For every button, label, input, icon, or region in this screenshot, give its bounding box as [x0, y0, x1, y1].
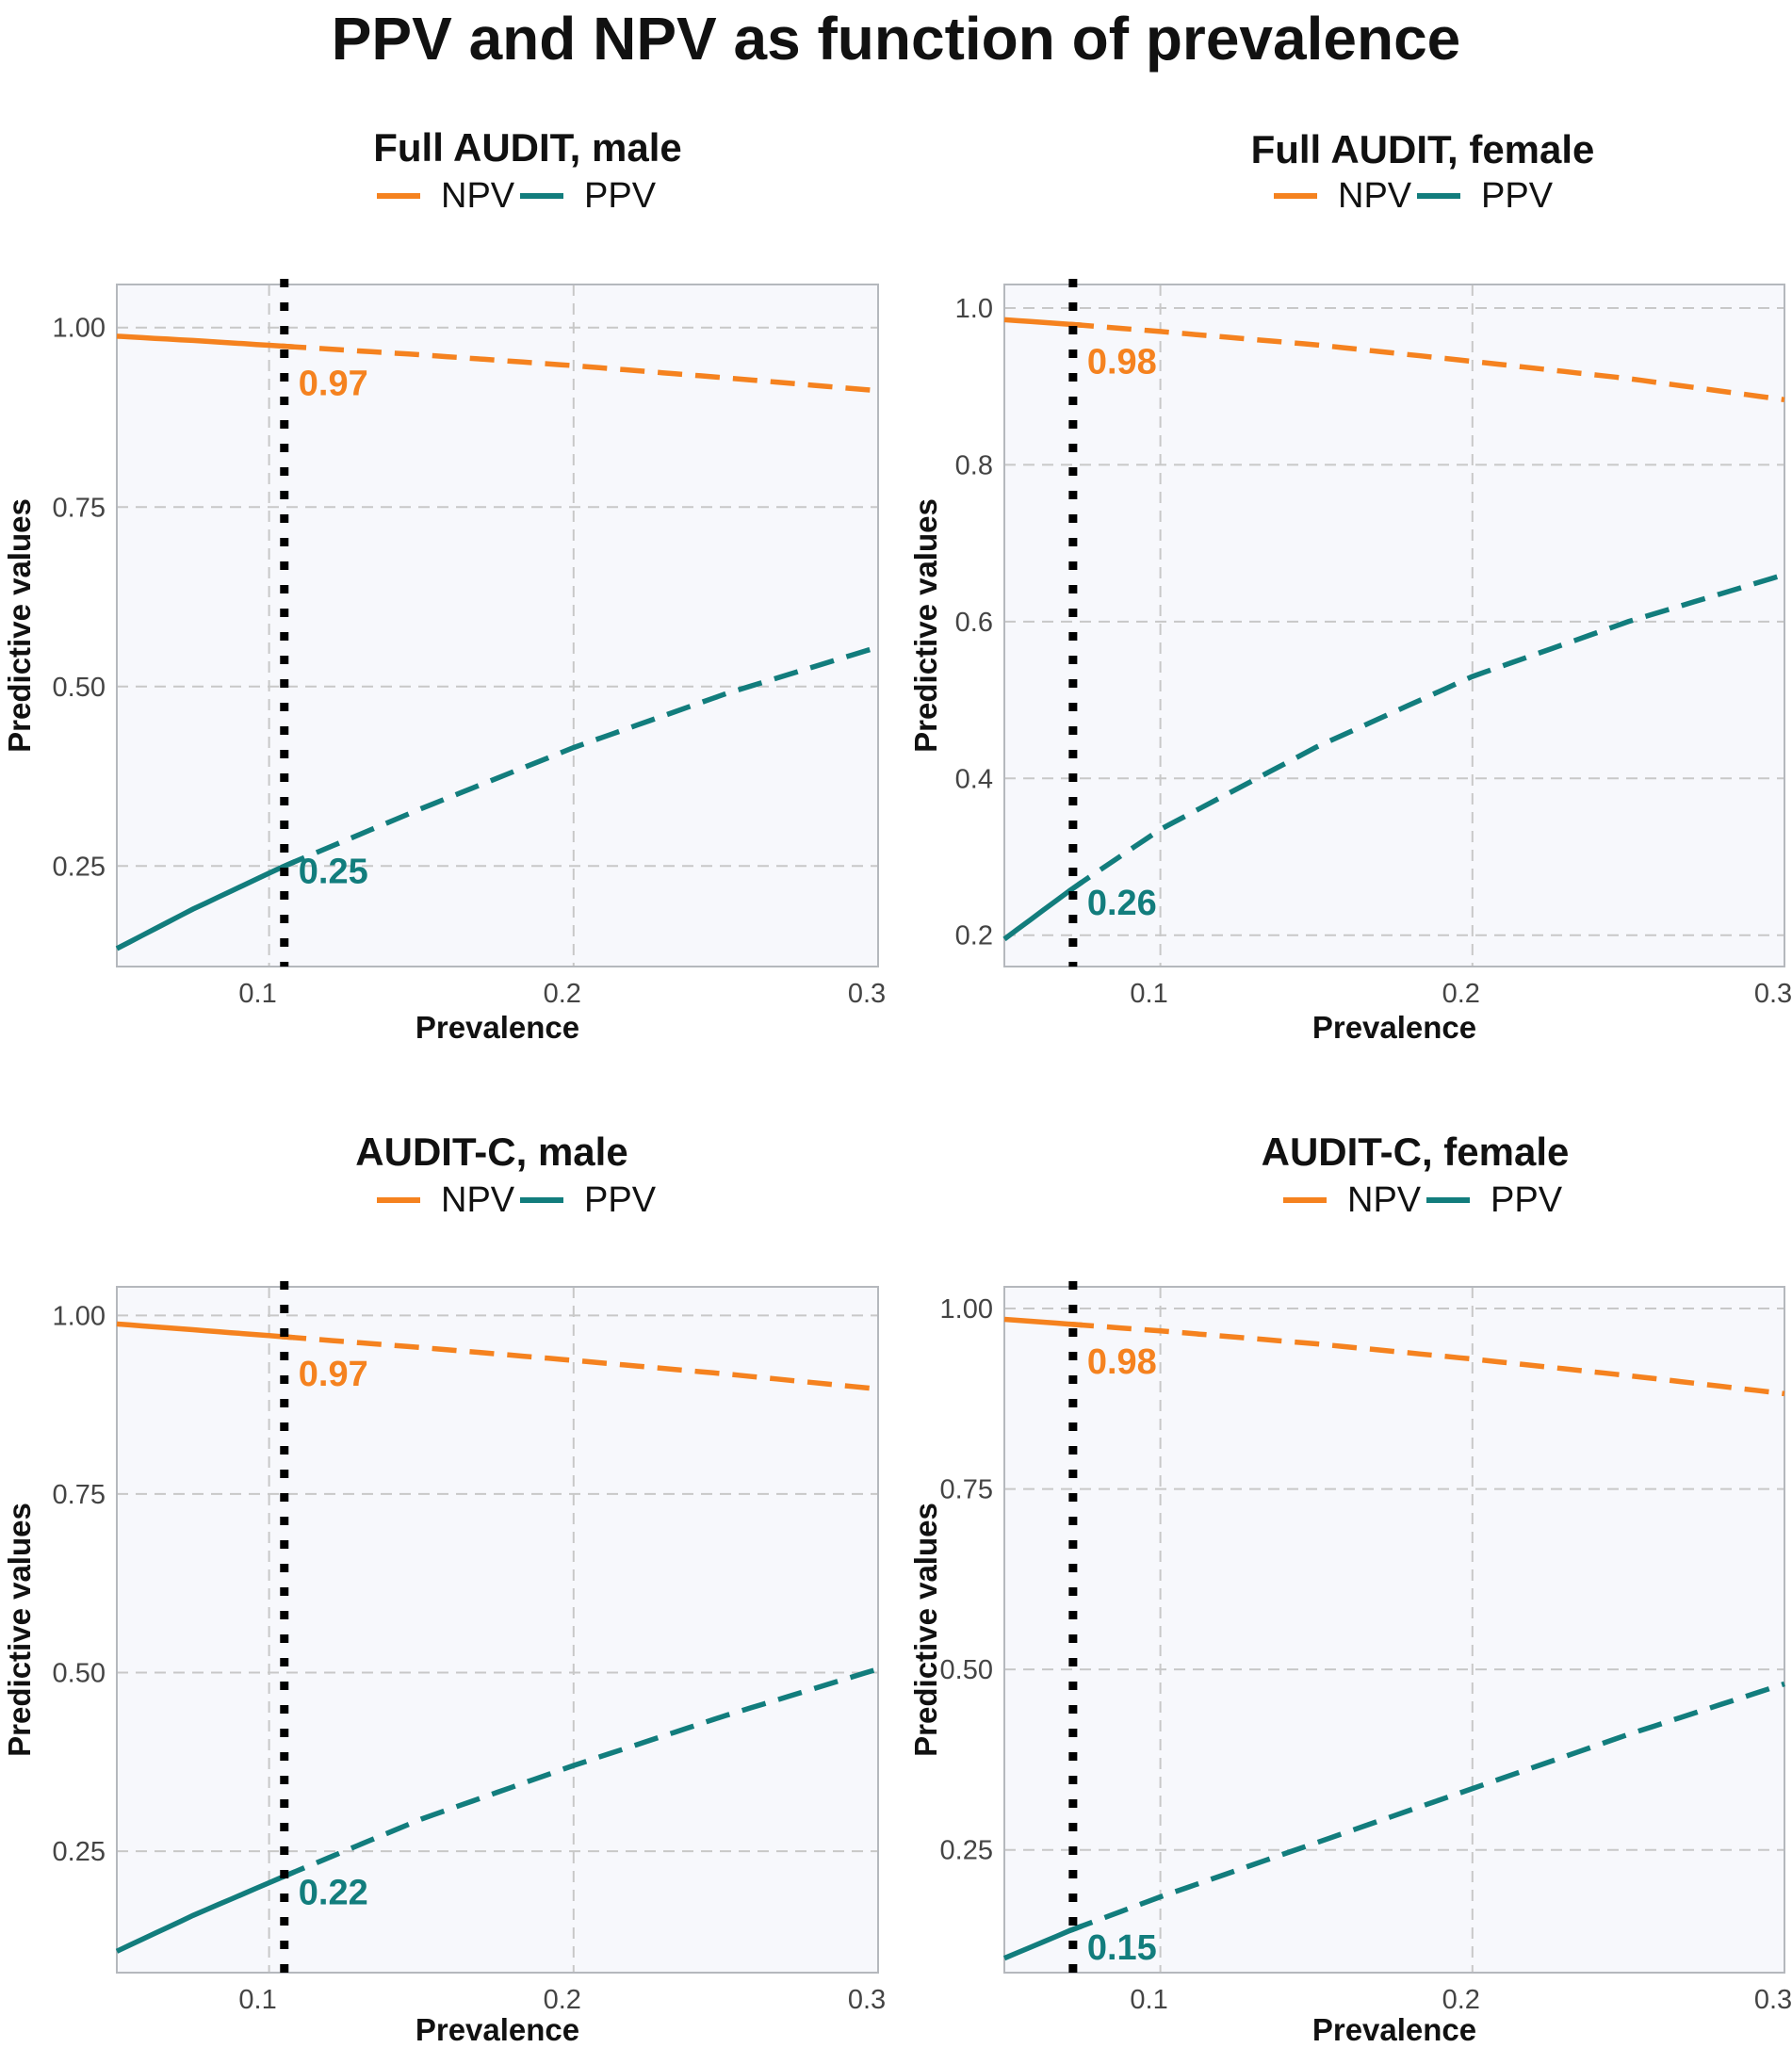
- panel-1: Full AUDIT, male NPV PPV 0.25 0.50 0.75 1.00 0.…: [2, 125, 886, 1045]
- x-tick-label: 0.2: [544, 979, 581, 1009]
- series-npv-dashed: [281, 1334, 879, 1392]
- x-axis-label: Prevalence: [415, 1010, 579, 1045]
- x-tick-label: 0.2: [1442, 1985, 1480, 2015]
- y-axis-label: Predictive values: [2, 498, 37, 753]
- series-ppv-dashed: [281, 644, 879, 870]
- annotation-ppv: 0.25: [299, 852, 368, 891]
- annotation-npv: 0.97: [299, 365, 368, 404]
- x-tick-label: 0.1: [1130, 979, 1167, 1009]
- panel-2: Full AUDIT, female NPV PPV 0.2 0.4 0.6 0.8 1.0 0…: [908, 127, 1792, 1045]
- plot-area: [117, 284, 878, 967]
- series-npv-dashed: [281, 343, 879, 394]
- y-tick-label: 0.4: [955, 764, 993, 794]
- y-tick-label: 0.75: [940, 1475, 993, 1505]
- y-axis-label: Predictive values: [908, 498, 943, 753]
- x-tick-label: 0.2: [1442, 979, 1480, 1009]
- series-npv-solid: [116, 1321, 295, 1341]
- panel-title: AUDIT-C, female: [1262, 1130, 1570, 1174]
- x-tick-label: 0.1: [238, 1985, 276, 2015]
- plot-area: [1004, 1287, 1784, 1973]
- x-axis-label: Prevalence: [1312, 2012, 1476, 2047]
- y-axis-label: Predictive values: [908, 1503, 943, 1757]
- legend-label-npv: NPV: [1347, 1180, 1422, 1220]
- y-tick-label: 1.0: [955, 294, 993, 324]
- x-tick-label: 0.1: [1130, 1985, 1167, 2015]
- panel-4: AUDIT-C, female NPV PPV 0.25 0.50 0.75 1.00 0.1…: [908, 1130, 1792, 2047]
- y-tick-label: 0.75: [53, 1480, 106, 1510]
- legend-label-ppv: PPV: [584, 176, 657, 216]
- legend-label-npv: NPV: [441, 1180, 515, 1220]
- legend-label-ppv: PPV: [1491, 1180, 1563, 1220]
- y-tick-label: 1.00: [53, 314, 106, 344]
- y-tick-label: 1.00: [53, 1301, 106, 1331]
- x-tick-label: 0.3: [1754, 979, 1792, 1009]
- y-tick-label: 0.2: [955, 921, 993, 951]
- y-tick-label: 0.6: [955, 608, 993, 638]
- plot-border: [116, 1286, 879, 1974]
- series-ppv-solid: [115, 859, 296, 951]
- x-tick-label: 0.3: [1754, 1985, 1792, 2015]
- annotation-npv: 0.98: [1087, 342, 1157, 382]
- series-ppv-dashed: [1067, 572, 1785, 893]
- y-tick-label: 0.75: [53, 493, 106, 523]
- legend-label-npv: NPV: [1338, 176, 1412, 216]
- series-npv-dashed: [1068, 321, 1785, 403]
- plot-area: [117, 1287, 878, 1973]
- annotation-npv: 0.98: [1087, 1342, 1157, 1382]
- panel-3: AUDIT-C, male NPV PPV 0.25 0.50 0.75 1.00 0.1 0.…: [2, 1130, 886, 2047]
- plot-border: [116, 284, 879, 967]
- x-tick-label: 0.1: [238, 979, 276, 1009]
- panel-title: Full AUDIT, female: [1251, 127, 1595, 171]
- legend-label-npv: NPV: [441, 176, 515, 216]
- y-tick-label: 0.50: [53, 1659, 106, 1689]
- panel-title: Full AUDIT, male: [373, 125, 682, 170]
- y-tick-label: 1.00: [940, 1294, 993, 1325]
- panel-title: AUDIT-C, male: [355, 1130, 627, 1174]
- x-tick-label: 0.3: [848, 979, 886, 1009]
- y-tick-label: 0.8: [955, 450, 993, 480]
- x-axis-label: Prevalence: [415, 2012, 579, 2047]
- annotation-ppv: 0.26: [1087, 884, 1157, 923]
- x-tick-label: 0.2: [544, 1985, 581, 2015]
- annotation-ppv: 0.15: [1087, 1928, 1157, 1968]
- y-axis-label: Predictive values: [2, 1503, 37, 1757]
- figure-title: PPV and NPV as function of prevalence: [331, 5, 1461, 73]
- series-ppv-solid: [115, 1869, 296, 1954]
- series-ppv-dashed: [281, 1666, 879, 1880]
- series-ppv-dashed: [1068, 1681, 1785, 1934]
- y-tick-label: 0.25: [940, 1836, 993, 1866]
- legend-label-ppv: PPV: [1481, 176, 1554, 216]
- annotation-ppv: 0.22: [299, 1874, 368, 1913]
- series-npv-solid: [116, 333, 295, 349]
- plot-border: [1003, 284, 1785, 967]
- annotation-npv: 0.97: [299, 1355, 368, 1394]
- legend-label-ppv: PPV: [584, 1180, 657, 1220]
- series-npv-dashed: [1068, 1321, 1785, 1397]
- x-axis-label: Prevalence: [1312, 1010, 1476, 1045]
- y-tick-label: 0.25: [53, 1837, 106, 1867]
- plot-border: [1003, 1286, 1785, 1974]
- y-tick-label: 0.50: [53, 673, 106, 703]
- y-tick-label: 0.25: [53, 852, 106, 882]
- x-tick-label: 0.3: [848, 1985, 886, 2015]
- y-tick-label: 0.50: [940, 1655, 993, 1685]
- plot-area: [1004, 284, 1784, 967]
